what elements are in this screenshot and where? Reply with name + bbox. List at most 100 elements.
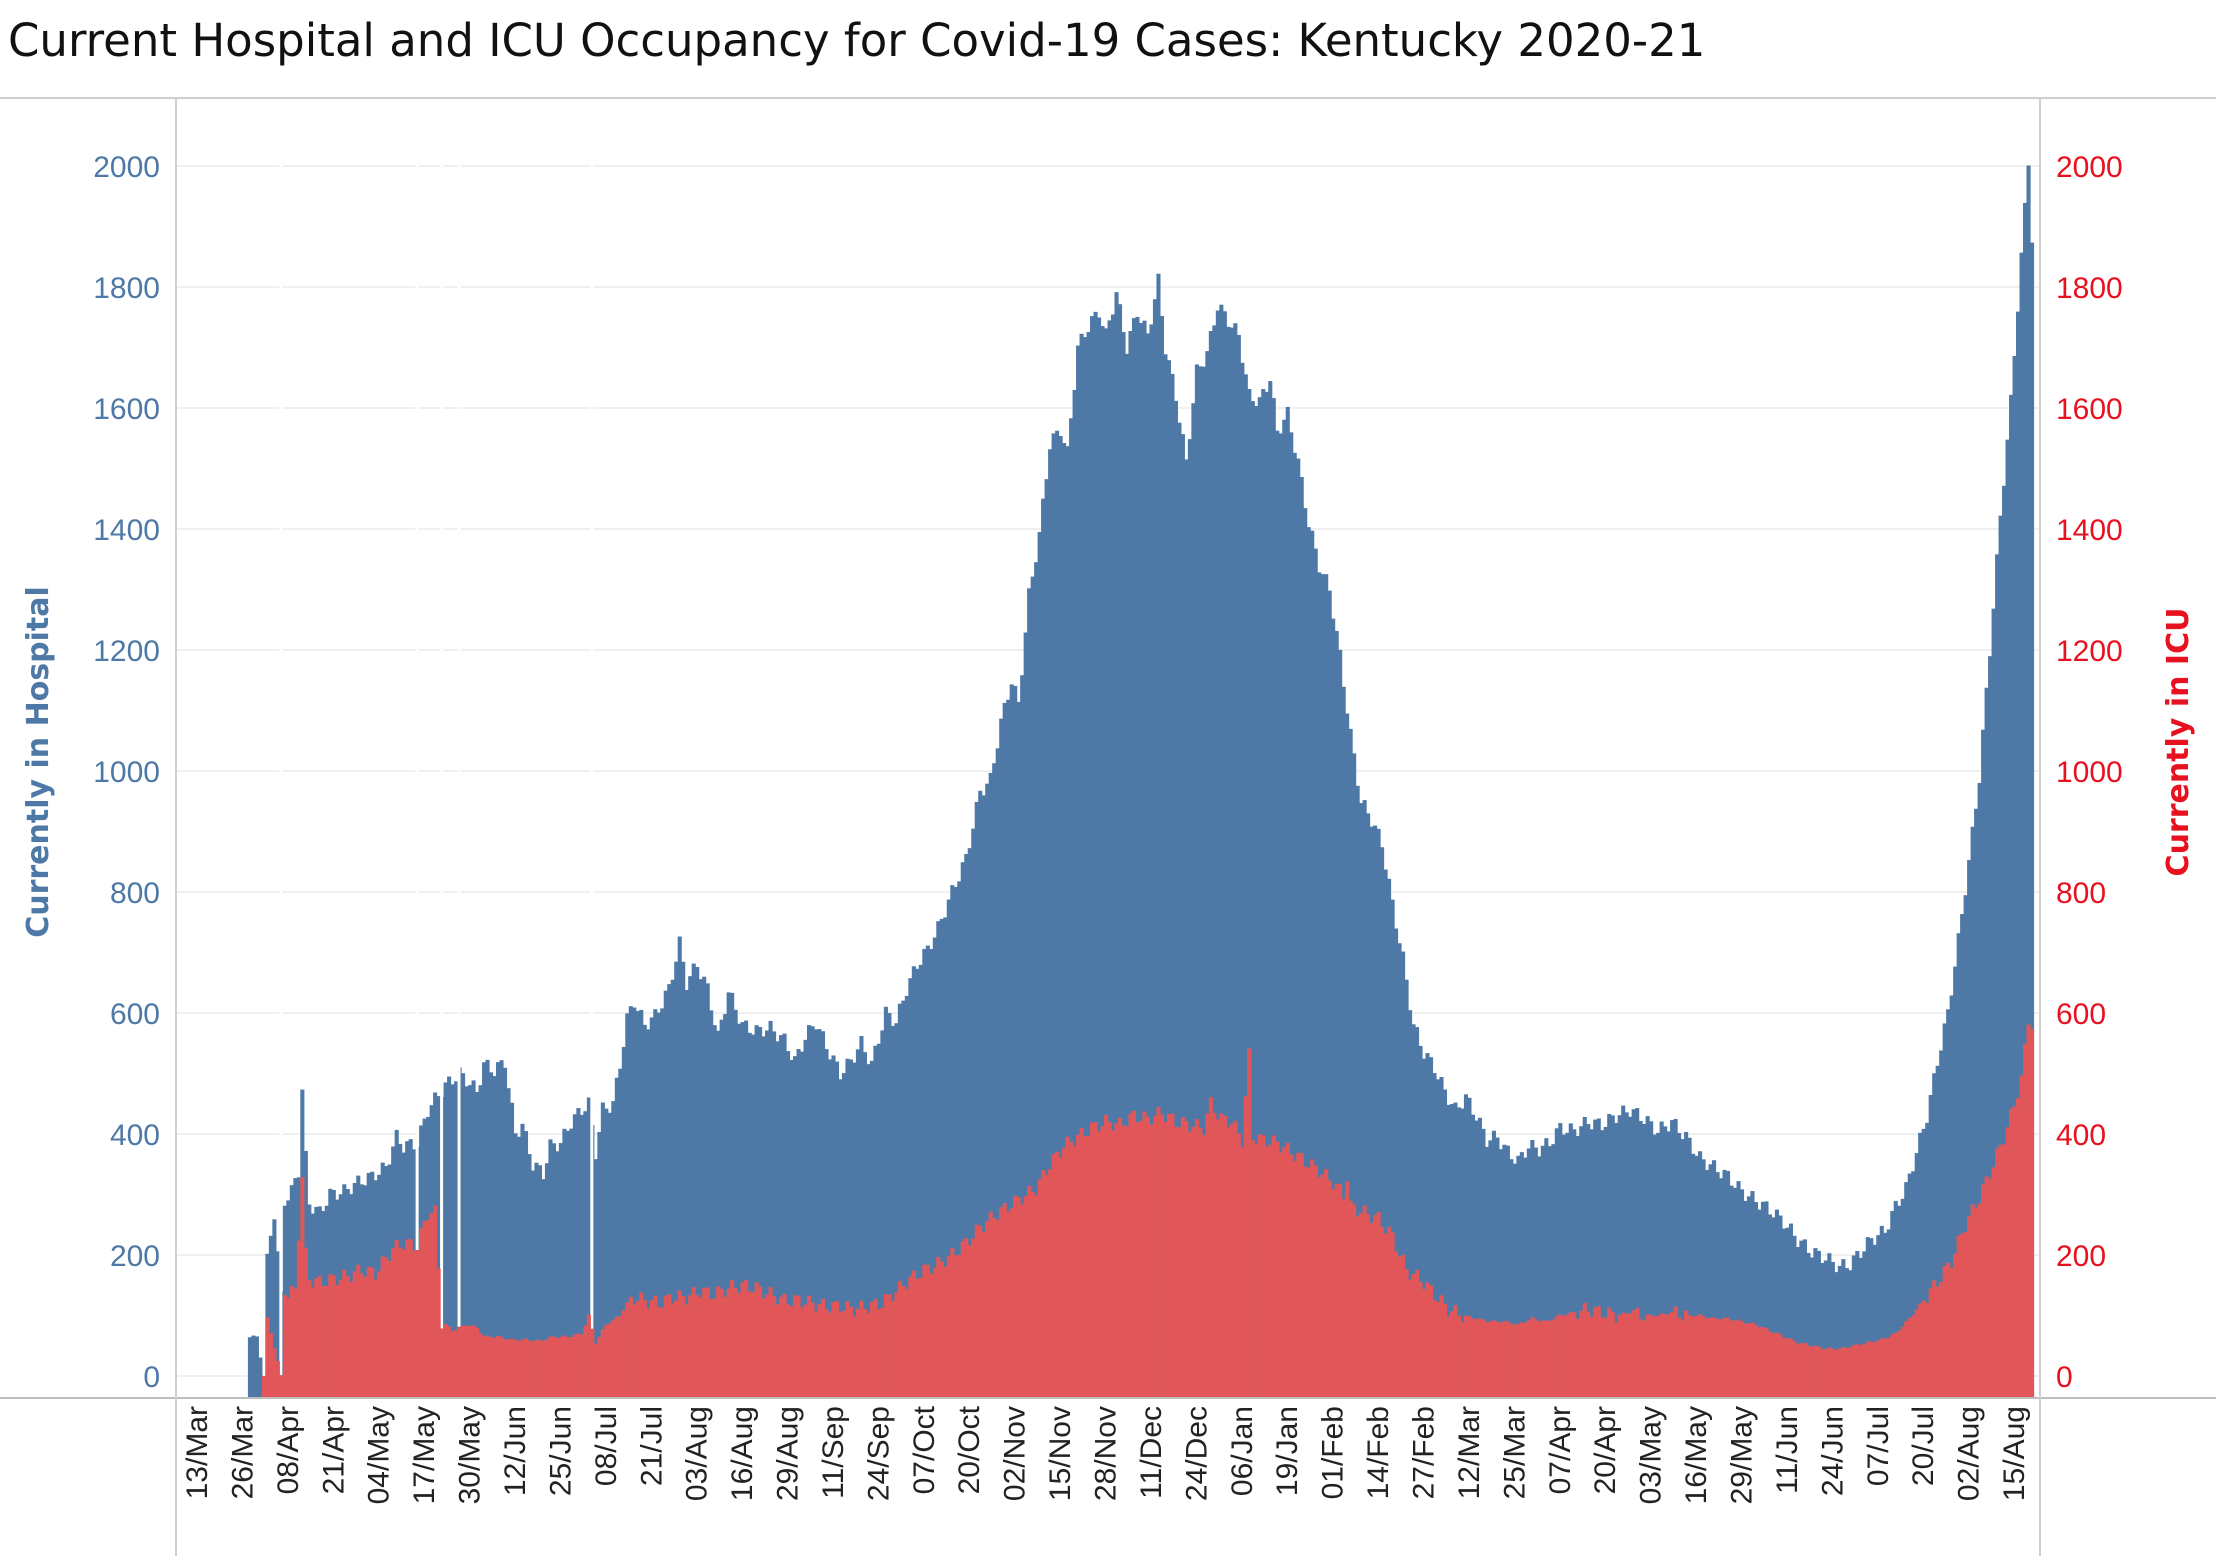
hospital-bar-357 — [1495, 1137, 1500, 1398]
hospital-bar-119 — [663, 990, 668, 1398]
hospital-bar-414 — [1694, 1155, 1699, 1398]
icu-bar-142 — [758, 1286, 763, 1398]
hospital-bar-490 — [1960, 914, 1965, 1398]
x-tick-0: 13/Mar — [181, 1406, 214, 1499]
icu-bar-83 — [551, 1336, 556, 1398]
icu-bar-383 — [1600, 1317, 1605, 1398]
hospital-bar-488 — [1953, 966, 1958, 1398]
icu-bar-104 — [625, 1302, 630, 1398]
hospital-bar-200 — [946, 899, 951, 1398]
hospital-bar-148 — [765, 1030, 770, 1398]
icu-bar-244 — [1114, 1123, 1119, 1398]
icu-bar-123 — [691, 1287, 696, 1398]
hospital-bar-208 — [974, 801, 979, 1398]
icu-bar-316 — [1366, 1214, 1371, 1398]
hospital-bar-75 — [509, 1102, 515, 1398]
icu-bar-347 — [1474, 1319, 1479, 1398]
icu-bar-239 — [1097, 1131, 1102, 1398]
icu-bar-470 — [1904, 1321, 1909, 1398]
hospital-bar-354 — [1484, 1146, 1489, 1398]
x-tick-14: 11/Sep — [817, 1406, 850, 1499]
icu-bar-177 — [880, 1307, 885, 1398]
icu-bar-102 — [618, 1316, 623, 1398]
icu-bar-466 — [1890, 1334, 1895, 1398]
icu-bar-58 — [464, 1325, 469, 1398]
hospital-bar-469 — [1886, 1229, 1891, 1398]
icu-bar-151 — [789, 1306, 794, 1398]
hospital-bar-146 — [758, 1027, 763, 1398]
icu-bar-251 — [1138, 1121, 1144, 1398]
icu-bar-116 — [667, 1294, 672, 1398]
icu-bar-416 — [1715, 1318, 1720, 1398]
x-tick-23: 06/Jan — [1226, 1406, 1259, 1496]
icu-bar-497 — [1998, 1144, 2003, 1398]
icu-bar-493 — [1984, 1176, 1989, 1398]
x-tick-36: 24/Jun — [1816, 1406, 1849, 1496]
hospital-bar-220 — [1016, 701, 1021, 1398]
icu-bar-340 — [1449, 1311, 1455, 1398]
icu-bar-263 — [1180, 1117, 1185, 1398]
hospital-bar-281 — [1229, 327, 1234, 1399]
hospital-bar-291 — [1264, 391, 1269, 1398]
hospital-bar-352 — [1477, 1117, 1482, 1398]
hospital-bar-401 — [1649, 1121, 1654, 1398]
hospital-bar-306 — [1317, 572, 1322, 1398]
icu-bar-361 — [1523, 1322, 1528, 1398]
hospital-bar-240 — [1086, 332, 1091, 1398]
hospital-bar-510 — [2030, 242, 2035, 1398]
hospital-bar-284 — [1240, 362, 1245, 1398]
y-left-tick-5: 1000 — [93, 756, 160, 789]
hospital-bar-425 — [1732, 1187, 1738, 1398]
icu-bar-325 — [1397, 1256, 1402, 1398]
icu-bar-457 — [1858, 1345, 1863, 1398]
hospital-bar-141 — [740, 1022, 745, 1398]
hospital-bar-434 — [1764, 1201, 1769, 1398]
hospital-bar-88 — [555, 1151, 560, 1398]
icu-bar-71 — [509, 1338, 515, 1398]
hospital-bar-310 — [1331, 618, 1336, 1398]
hospital-bar-125 — [684, 990, 689, 1398]
hospital-bar-470 — [1890, 1210, 1895, 1398]
icu-bar-415 — [1712, 1317, 1717, 1398]
y-left-tick-2: 400 — [110, 1119, 160, 1152]
hospital-bar-85 — [544, 1163, 549, 1398]
hospital-bar-248 — [1114, 292, 1119, 1398]
hospital-bar-393 — [1621, 1105, 1626, 1398]
hospital-bar-430 — [1750, 1191, 1755, 1398]
hospital-bar-203 — [957, 881, 962, 1398]
icu-bar-137 — [740, 1282, 745, 1398]
hospital-bar-250 — [1121, 332, 1126, 1399]
hospital-bar-467 — [1879, 1225, 1884, 1398]
icu-bar-234 — [1079, 1128, 1084, 1398]
icu-bar-476 — [1925, 1302, 1930, 1398]
icu-bar-217 — [1020, 1204, 1025, 1398]
hospital-bar-8 — [275, 1251, 280, 1398]
hospital-bar-500 — [1995, 554, 2000, 1398]
icu-bar-481 — [1942, 1265, 1947, 1398]
icu-bar-222 — [1037, 1179, 1042, 1398]
icu-bar-212 — [1002, 1203, 1007, 1398]
icu-bar-80 — [541, 1340, 546, 1398]
icu-bar-362 — [1526, 1320, 1531, 1398]
icu-bar-89 — [572, 1334, 577, 1398]
hospital-bar-56 — [443, 1082, 448, 1398]
hospital-bar-236 — [1072, 389, 1077, 1399]
hospital-bar-78 — [520, 1123, 525, 1398]
icu-bar-328 — [1408, 1279, 1413, 1398]
icu-bar-157 — [810, 1302, 815, 1398]
icu-bar-401 — [1663, 1313, 1668, 1398]
hospital-bar-300 — [1296, 458, 1301, 1398]
hospital-bar-331 — [1404, 979, 1409, 1398]
hospital-bar-173 — [852, 1062, 857, 1398]
icu-bar-274 — [1219, 1113, 1224, 1398]
y-right-tick-1: 200 — [2056, 1240, 2106, 1273]
hospital-bar-1 — [251, 1335, 256, 1398]
hospital-bar-258 — [1149, 324, 1154, 1399]
hospital-bar-94 — [576, 1108, 581, 1398]
icu-bar-224 — [1044, 1174, 1049, 1398]
icu-bar-53 — [447, 1326, 452, 1398]
icu-bar-374 — [1568, 1312, 1573, 1398]
hospital-bar-192 — [918, 964, 923, 1398]
icu-bar-19 — [328, 1274, 333, 1398]
